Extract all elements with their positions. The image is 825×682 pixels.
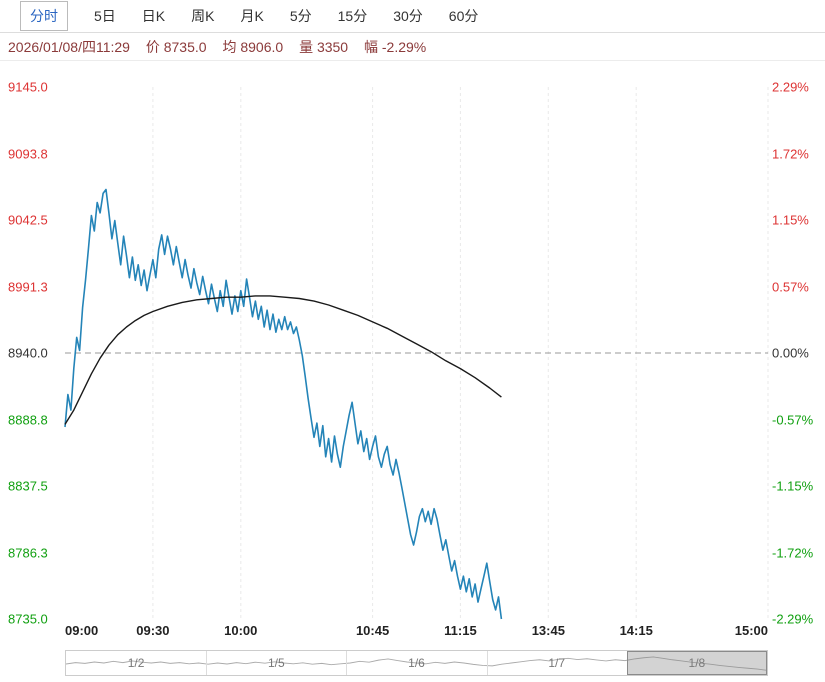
price-axis-tick: 9093.8 [8,146,48,161]
percent-axis-tick: 1.15% [772,212,809,228]
percent-axis-tick: -0.57% [772,412,814,427]
period-tab-日K[interactable]: 日K [141,8,166,24]
percent-axis-tick: -2.29% [772,611,814,627]
chart-plot-area[interactable] [64,87,769,620]
percent-axis-tick: 1.72% [772,146,809,161]
time-axis-tick: 09:30 [136,623,170,638]
average-line [64,295,502,425]
period-tab-月K[interactable]: 月K [240,8,264,24]
period-tab-5日[interactable]: 5日 [94,8,116,24]
period-tab-15分[interactable]: 15分 [337,8,368,24]
price-axis-tick: 8888.8 [8,412,48,427]
period-tab-5分[interactable]: 5分 [289,8,312,24]
time-axis-tick: 09:00 [65,623,99,638]
info-price: 价 8735.0 [145,39,207,55]
info-bar: 2026/01/08/四11:29 价 8735.0 均 8906.0 量 33… [0,34,825,61]
price-axis-tick: 8786.3 [8,545,48,560]
percent-axis-tick: 0.57% [772,279,809,294]
time-axis-tick: 11:15 [444,623,477,638]
period-tab-周K[interactable]: 周K [191,8,215,24]
percent-axis-tick: 0.00% [772,345,809,361]
info-datetime: 2026/01/08/四11:29 [8,39,130,55]
percent-axis-tick: -1.15% [772,478,814,494]
info-average: 均 8906.0 [222,39,284,55]
navigator-segment-label[interactable]: 1/6 [408,656,425,670]
navigator-divider [346,651,348,675]
y-axis-left: 9145.0 9093.8 9042.5 8991.3 8940.0 8888.8 8837… [8,80,62,627]
price-line [64,188,503,620]
navigator-divider [206,651,208,675]
navigator-selection[interactable] [626,651,767,675]
info-volume: 量 3350 [299,39,349,55]
price-axis-tick: 8837.5 [8,478,48,494]
time-axis-tick: 10:00 [224,623,258,638]
navigator-segment-label[interactable]: 1/8 [688,656,706,670]
navigator-segment-label[interactable]: 1/2 [127,656,145,670]
info-change: 幅 -2.29% [364,39,427,55]
percent-axis-tick: -1.72% [772,545,814,560]
time-axis-tick: 10:45 [355,623,390,638]
time-axis-tick: 14:15 [619,623,653,638]
price-axis-tick: 8940.0 [8,345,48,361]
navigator-segment-label[interactable]: 1/7 [548,656,566,670]
tab-bar: 分时 5日 日K 周K 月K 5分 15分 30分 60分 [0,0,825,33]
time-axis-tick: 13:45 [531,623,565,638]
navigator-divider [486,651,488,675]
price-axis-tick: 9042.5 [8,212,48,228]
period-tab-分时[interactable]: 分时 [20,1,68,31]
price-axis-tick: 8991.3 [8,279,48,294]
y-axis-right: 2.29% 1.72% 1.15% 0.57% 0.00% -0.57% -1.15% -1.… [772,80,824,627]
percent-axis-tick: 2.29% [772,79,809,95]
price-axis-tick: 9145.0 [8,79,48,95]
price-axis-tick: 8735.0 [8,611,48,627]
navigator[interactable]: 1/2 1/5 1/6 1/7 1/8 [65,650,768,676]
navigator-segment-label[interactable]: 1/5 [267,656,285,670]
navigator-sparkline [66,656,767,671]
x-axis: 09:00 09:30 10:00 10:45 11:15 13:45 14:15 15:00 [65,623,768,641]
period-tab-60分[interactable]: 60分 [448,8,479,24]
time-axis-tick: 15:00 [734,623,768,638]
period-tab-30分[interactable]: 30分 [393,8,423,24]
